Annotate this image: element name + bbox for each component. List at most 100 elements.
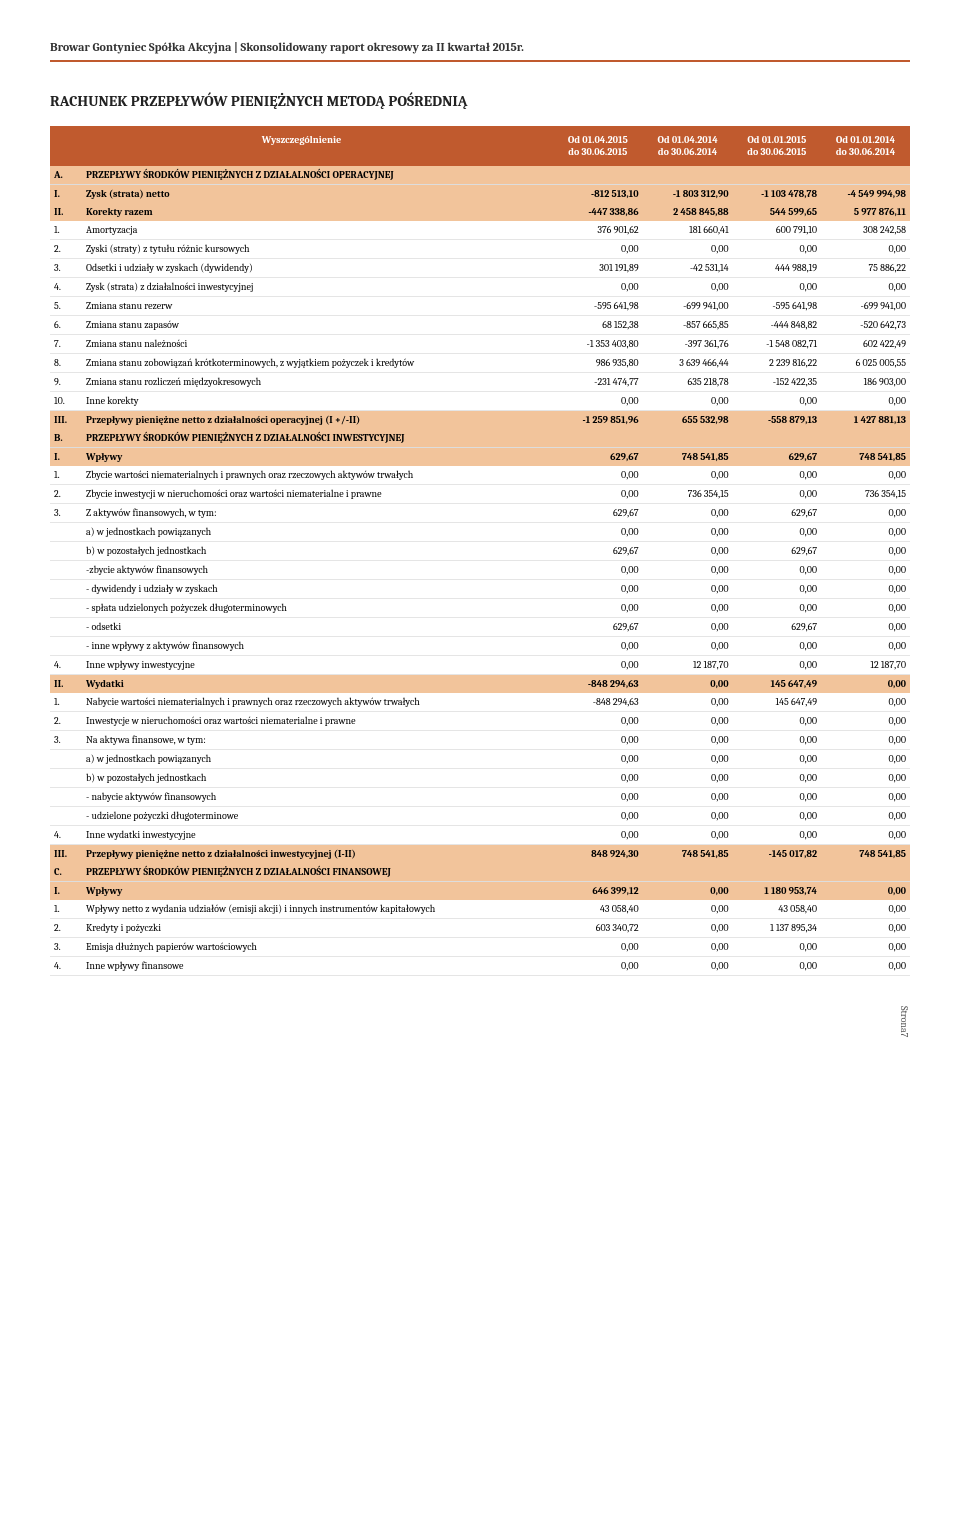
- row-label: b) w pozostałych jednostkach: [82, 769, 553, 788]
- row-label: Zbycie wartości niematerialnych i prawny…: [82, 466, 553, 485]
- row-index: 1.: [50, 221, 82, 240]
- row-value: 602 422,49: [821, 335, 910, 354]
- row-label: Z aktywów finansowych, w tym:: [82, 504, 553, 523]
- row-value: 0,00: [553, 750, 643, 769]
- row-value: 0,00: [821, 504, 910, 523]
- row-value: 0,00: [733, 938, 821, 957]
- row-value: 0,00: [821, 240, 910, 259]
- table-row: 7.Zmiana stanu należności-1 353 403,80-3…: [50, 335, 910, 354]
- row-value: 986 935,80: [553, 354, 643, 373]
- table-row: I.Wpływy646 399,120,001 180 953,740,00: [50, 882, 910, 901]
- row-label: -zbycie aktywów finansowych: [82, 561, 553, 580]
- table-row: b) w pozostałych jednostkach0,000,000,00…: [50, 769, 910, 788]
- row-value: 0,00: [821, 278, 910, 297]
- row-value: [733, 429, 821, 448]
- row-value: 2 239 816,22: [733, 354, 821, 373]
- table-row: a) w jednostkach powiązanych0,000,000,00…: [50, 750, 910, 769]
- row-value: 0,00: [553, 637, 643, 656]
- row-value: 0,00: [643, 504, 733, 523]
- table-row: III.Przepływy pieniężne netto z działaln…: [50, 411, 910, 430]
- row-value: 6 025 005,55: [821, 354, 910, 373]
- table-row: - inne wpływy z aktywów finansowych0,000…: [50, 637, 910, 656]
- table-row: A.PRZEPŁYWY ŚRODKÓW PIENIĘŻNYCH Z DZIAŁA…: [50, 166, 910, 185]
- period-col-2: Od 01.01.2015 do 30.06.2015: [733, 126, 821, 166]
- row-value: -4 549 994,98: [821, 185, 910, 204]
- row-label: Kredyty i pożyczki: [82, 919, 553, 938]
- row-value: 0,00: [553, 656, 643, 675]
- row-value: -231 474,77: [553, 373, 643, 392]
- row-value: 0,00: [553, 599, 643, 618]
- row-label: PRZEPŁYWY ŚRODKÓW PIENIĘŻNYCH Z DZIAŁALN…: [82, 166, 553, 185]
- row-value: 0,00: [553, 466, 643, 485]
- row-value: 0,00: [643, 523, 733, 542]
- row-value: 0,00: [643, 693, 733, 712]
- row-value: 1 180 953,74: [733, 882, 821, 901]
- row-value: 544 599,65: [733, 203, 821, 221]
- row-index: 3.: [50, 938, 82, 957]
- row-value: 0,00: [733, 826, 821, 845]
- row-label: PRZEPŁYWY ŚRODKÓW PIENIĘŻNYCH Z DZIAŁALN…: [82, 863, 553, 882]
- row-value: [821, 863, 910, 882]
- row-value: 181 660,41: [643, 221, 733, 240]
- row-value: 0,00: [553, 278, 643, 297]
- row-value: 0,00: [643, 731, 733, 750]
- row-label: - spłata udzielonych pożyczek długotermi…: [82, 599, 553, 618]
- row-value: 43 058,40: [733, 900, 821, 919]
- row-value: 0,00: [821, 731, 910, 750]
- row-label: Zmiana stanu zobowiązań krótkoterminowyc…: [82, 354, 553, 373]
- row-value: [643, 166, 733, 185]
- row-value: 603 340,72: [553, 919, 643, 938]
- row-value: 0,00: [553, 240, 643, 259]
- row-value: -152 422,35: [733, 373, 821, 392]
- row-value: 0,00: [733, 485, 821, 504]
- row-value: [553, 863, 643, 882]
- row-value: -699 941,00: [643, 297, 733, 316]
- row-index: 4.: [50, 656, 82, 675]
- row-value: 0,00: [733, 731, 821, 750]
- row-index: 2.: [50, 919, 82, 938]
- row-value: 848 924,30: [553, 845, 643, 864]
- period-col-0: Od 01.04.2015 do 30.06.2015: [553, 126, 643, 166]
- row-index: [50, 807, 82, 826]
- row-label: Nabycie wartości niematerialnych i prawn…: [82, 693, 553, 712]
- row-value: 2 458 845,88: [643, 203, 733, 221]
- table-row: 3.Na aktywa finansowe, w tym:0,000,000,0…: [50, 731, 910, 750]
- row-label: - inne wpływy z aktywów finansowych: [82, 637, 553, 656]
- row-value: 0,00: [643, 392, 733, 411]
- row-value: 0,00: [553, 580, 643, 599]
- row-value: 0,00: [643, 466, 733, 485]
- row-value: 629,67: [733, 504, 821, 523]
- row-value: 629,67: [553, 618, 643, 637]
- row-value: 0,00: [553, 769, 643, 788]
- row-index: III.: [50, 411, 82, 430]
- row-index: A.: [50, 166, 82, 185]
- row-value: -1 803 312,90: [643, 185, 733, 204]
- row-value: 444 988,19: [733, 259, 821, 278]
- table-row: 5.Zmiana stanu rezerw-595 641,98-699 941…: [50, 297, 910, 316]
- row-value: 0,00: [733, 466, 821, 485]
- row-value: 0,00: [643, 769, 733, 788]
- row-value: -1 353 403,80: [553, 335, 643, 354]
- row-value: -447 338,86: [553, 203, 643, 221]
- row-index: 1.: [50, 900, 82, 919]
- row-value: 186 903,00: [821, 373, 910, 392]
- row-label: Wpływy netto z wydania udziałów (emisji …: [82, 900, 553, 919]
- row-value: 0,00: [643, 938, 733, 957]
- table-row: C.PRZEPŁYWY ŚRODKÓW PIENIĘŻNYCH Z DZIAŁA…: [50, 863, 910, 882]
- row-value: 0,00: [733, 957, 821, 976]
- row-value: 0,00: [553, 807, 643, 826]
- row-value: 68 152,38: [553, 316, 643, 335]
- row-index: 3.: [50, 731, 82, 750]
- row-index: 1.: [50, 693, 82, 712]
- row-value: 0,00: [643, 637, 733, 656]
- row-value: 0,00: [733, 561, 821, 580]
- row-value: 748 541,85: [821, 448, 910, 467]
- table-row: 1.Nabycie wartości niematerialnych i pra…: [50, 693, 910, 712]
- row-index: [50, 637, 82, 656]
- row-label: a) w jednostkach powiązanych: [82, 750, 553, 769]
- row-value: 0,00: [821, 788, 910, 807]
- row-label: - udzielone pożyczki długoterminowe: [82, 807, 553, 826]
- row-value: -42 531,14: [643, 259, 733, 278]
- row-value: 0,00: [553, 392, 643, 411]
- row-label: - odsetki: [82, 618, 553, 637]
